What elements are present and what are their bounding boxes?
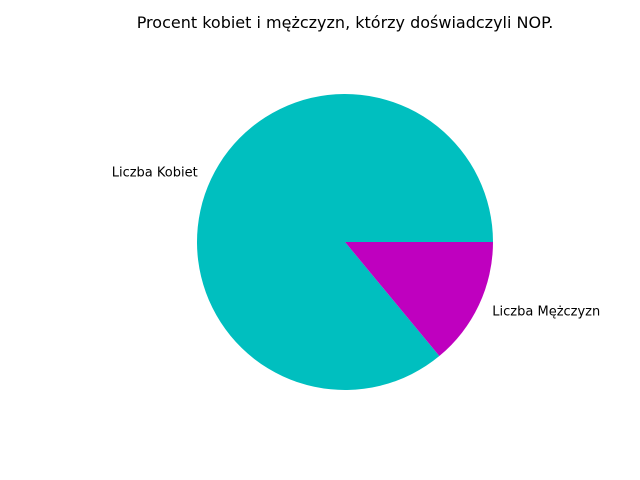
pie-labels: Liczba Kobiet Liczba Mężczyzn [112,166,601,320]
pie-label-2: Liczba Mężczyzn [492,304,600,319]
pie-label-1: Liczba Kobiet [112,166,198,181]
pie-slice-2 [345,242,493,357]
pie-slice-1 [197,94,494,391]
pie-slices [197,94,494,391]
chart-title: Procent kobiet i mężczyzn, którzy doświa… [137,13,554,32]
